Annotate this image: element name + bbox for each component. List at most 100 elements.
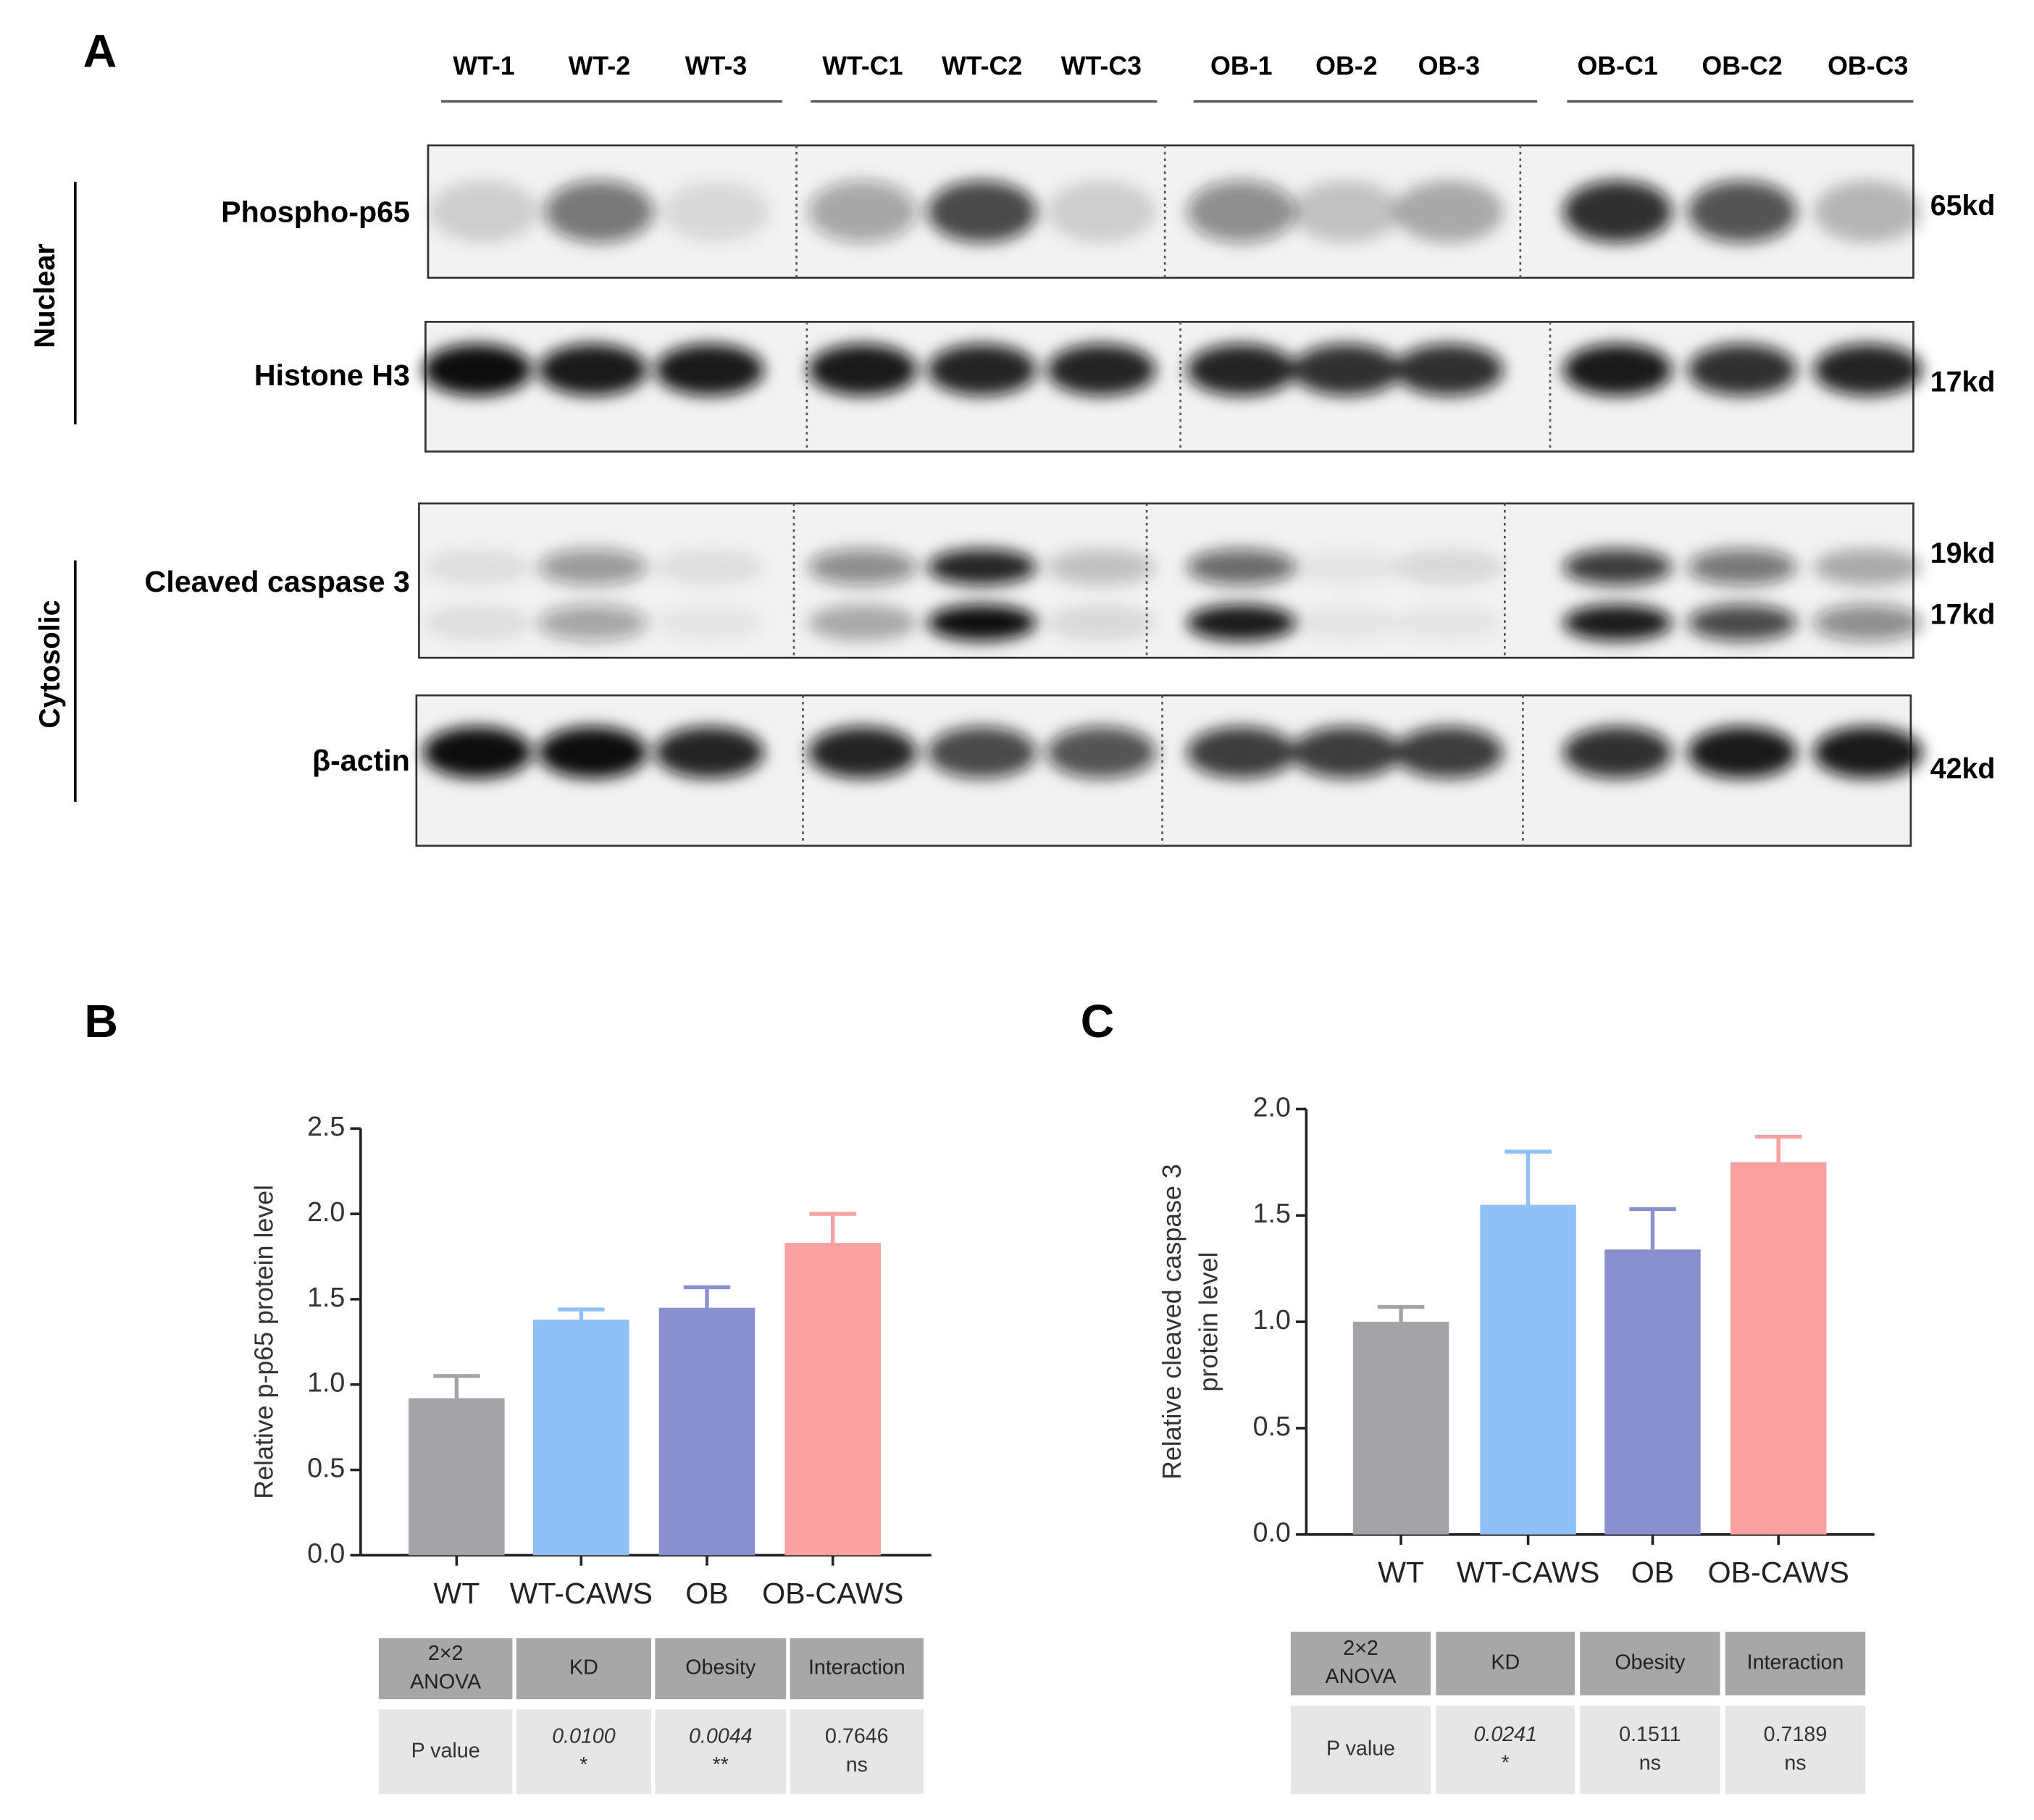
table-text: 2×2: [1343, 1637, 1378, 1660]
band: [422, 343, 532, 396]
band: [1186, 548, 1297, 585]
band: [1813, 548, 1922, 585]
band: [808, 180, 918, 243]
bar: [409, 1398, 505, 1556]
band: [545, 180, 654, 243]
y-axis-label: protein level: [1194, 1252, 1223, 1392]
band: [655, 726, 764, 779]
band: [808, 726, 918, 779]
table-text: Interaction: [1747, 1651, 1844, 1674]
x-tick-label: WT-CAWS: [1457, 1556, 1599, 1589]
y-tick-label: 0.5: [1253, 1411, 1291, 1441]
band: [1394, 604, 1504, 641]
band: [538, 726, 648, 779]
panel-label: B: [84, 995, 118, 1047]
band: [1813, 604, 1922, 641]
section-label: Cytosolic: [34, 600, 66, 729]
y-tick-label: 2.0: [1253, 1091, 1291, 1122]
band: [1687, 726, 1797, 779]
band: [1687, 548, 1797, 585]
band: [1394, 726, 1504, 779]
table-cell: [516, 1709, 651, 1794]
lane-label: WT-2: [569, 51, 631, 80]
table-text: ANOVA: [1325, 1665, 1397, 1688]
bands: [422, 343, 1922, 396]
band: [422, 604, 532, 641]
bar: [1480, 1204, 1576, 1535]
bar: [784, 1243, 881, 1556]
table-cell: [378, 1709, 513, 1794]
band: [1047, 726, 1156, 779]
band: [927, 604, 1037, 641]
table-text: ns: [1784, 1751, 1806, 1774]
band: [1186, 604, 1297, 641]
y-tick-label: 1.5: [1253, 1198, 1291, 1228]
table-text: 0.0044: [689, 1725, 753, 1748]
band: [1292, 180, 1402, 243]
band: [1562, 604, 1673, 641]
lane-label: OB-2: [1315, 51, 1378, 80]
bands: [429, 180, 1922, 243]
y-tick-label: 0.0: [307, 1538, 345, 1568]
band: [1687, 604, 1797, 641]
band: [808, 604, 918, 641]
band: [661, 180, 771, 243]
x-tick-label: WT-CAWS: [510, 1577, 653, 1610]
table-cell: [655, 1709, 787, 1794]
band: [1562, 343, 1673, 396]
table-text: ns: [846, 1753, 868, 1777]
table-text: KD: [569, 1656, 598, 1679]
table-text: Obesity: [685, 1656, 756, 1679]
band: [538, 548, 648, 585]
y-tick-label: 0.5: [307, 1453, 345, 1483]
table-text: 2×2: [428, 1642, 464, 1665]
table-cell: [1725, 1706, 1866, 1794]
table-cell: [790, 1709, 924, 1794]
band: [927, 548, 1037, 585]
lane-label: WT-1: [453, 51, 515, 80]
band: [808, 343, 918, 396]
x-tick-label: WT: [1378, 1556, 1424, 1589]
table-cell: [516, 1638, 651, 1700]
band: [422, 726, 532, 779]
band: [1813, 343, 1922, 396]
y-tick-label: 2.5: [307, 1111, 345, 1141]
y-tick-label: 1.5: [307, 1282, 345, 1312]
y-axis-label: Relative p-p65 protein level: [250, 1185, 279, 1499]
table-text: Obesity: [1615, 1651, 1686, 1674]
section-label: Nuclear: [29, 243, 61, 348]
band: [927, 180, 1037, 243]
table-text: **: [713, 1753, 729, 1777]
lane-label: OB-1: [1210, 51, 1273, 80]
row-label: β-actin: [312, 744, 410, 777]
size-label: 19kd: [1930, 537, 1996, 569]
bar: [533, 1320, 629, 1556]
y-tick-label: 1.0: [307, 1367, 345, 1398]
band: [1047, 548, 1156, 585]
lane-label: WT-C1: [822, 51, 903, 80]
size-label: 42kd: [1930, 752, 1996, 784]
band: [1687, 343, 1797, 396]
band: [927, 726, 1037, 779]
band: [1186, 180, 1297, 243]
band: [655, 548, 764, 585]
table-text: KD: [1491, 1651, 1520, 1674]
band: [655, 343, 764, 396]
lane-label: OB-C1: [1577, 51, 1657, 80]
band: [1813, 726, 1922, 779]
row-label: Histone H3: [254, 358, 410, 392]
bar: [1730, 1162, 1827, 1535]
band: [1562, 726, 1673, 779]
band: [1047, 604, 1156, 641]
band: [1394, 180, 1504, 243]
band: [1292, 726, 1402, 779]
table-cell: [378, 1638, 513, 1700]
band: [1186, 726, 1297, 779]
band: [1687, 180, 1797, 243]
table-cell: [1290, 1706, 1431, 1794]
band: [1047, 343, 1156, 396]
band: [538, 604, 648, 641]
x-tick-label: WT: [433, 1577, 480, 1610]
table-cell: [1436, 1632, 1575, 1695]
table-text: *: [1502, 1751, 1510, 1774]
